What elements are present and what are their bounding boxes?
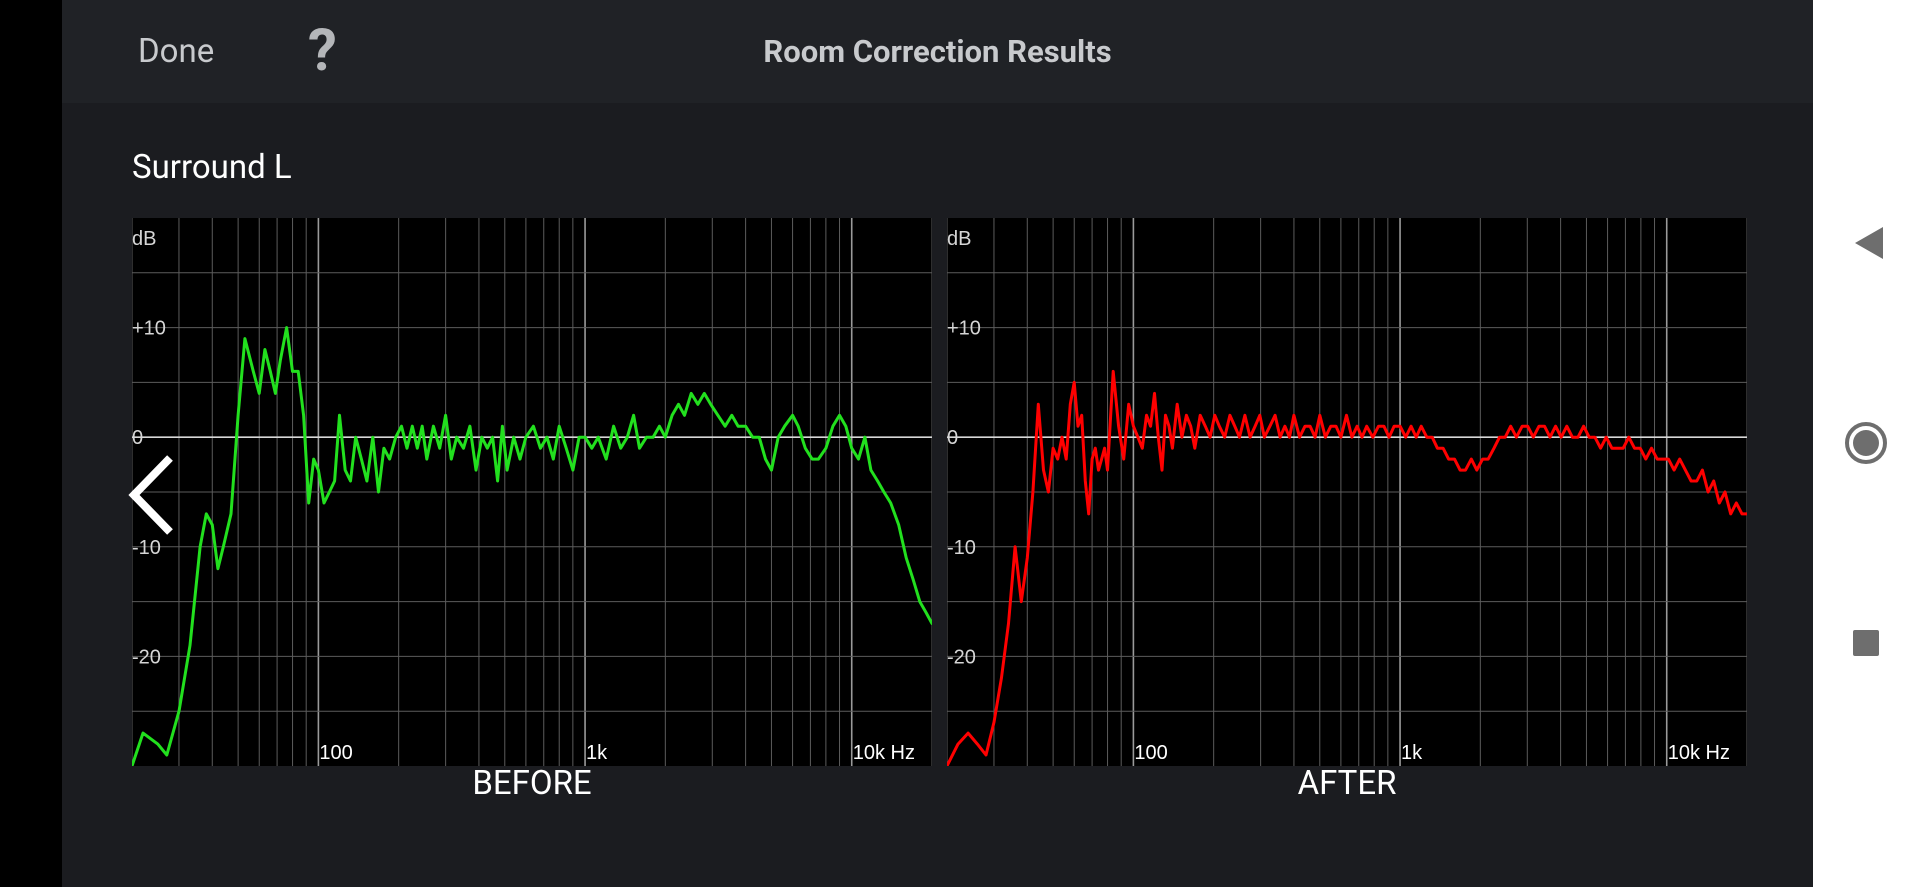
y-tick-label: -10 [947,537,976,559]
help-button[interactable]: ? [308,17,337,85]
x-tick-label: 10k Hz [1668,742,1730,764]
after-chart: dB +10 0 -10 -20 100 1k 10k Hz [947,218,1747,766]
before-caption: BEFORE [472,764,592,803]
previous-speaker-button[interactable] [122,450,182,544]
top-bar: Done ? Room Correction Results [62,0,1813,103]
speaker-name: Surround L [132,148,292,187]
y-tick-label: +10 [947,318,981,340]
y-tick-label: -20 [132,646,161,668]
x-tick-label: 100 [1134,742,1167,764]
x-tick-label: 1k [1401,742,1423,764]
y-tick-label: 0 [132,427,143,449]
y-unit-label: dB [947,228,971,250]
x-tick-label: 10k Hz [853,742,915,764]
system-recents-button[interactable] [1851,628,1881,662]
y-tick-label: -20 [947,646,976,668]
room-correction-screen: Done ? Room Correction Results Surround … [62,0,1868,887]
response-curve [132,326,932,766]
chevron-left-icon [128,455,173,535]
response-curve [947,369,1747,766]
system-navigation-bar [1813,0,1920,887]
before-chart: dB +10 0 -10 -20 100 1k 10k Hz [132,218,932,766]
system-back-button[interactable] [1853,225,1885,265]
system-home-button[interactable] [1843,420,1889,470]
after-caption: AFTER [1297,764,1397,803]
x-tick-label: 100 [319,742,352,764]
triangle-back-icon [1855,227,1883,259]
y-tick-label: -10 [132,537,161,559]
square-recents-icon [1853,630,1879,656]
y-unit-label: dB [132,228,156,250]
circle-home-icon [1845,422,1887,464]
y-tick-label: +10 [132,318,166,340]
y-tick-label: 0 [947,427,958,449]
x-tick-label: 1k [586,742,608,764]
done-button[interactable]: Done [138,32,215,71]
